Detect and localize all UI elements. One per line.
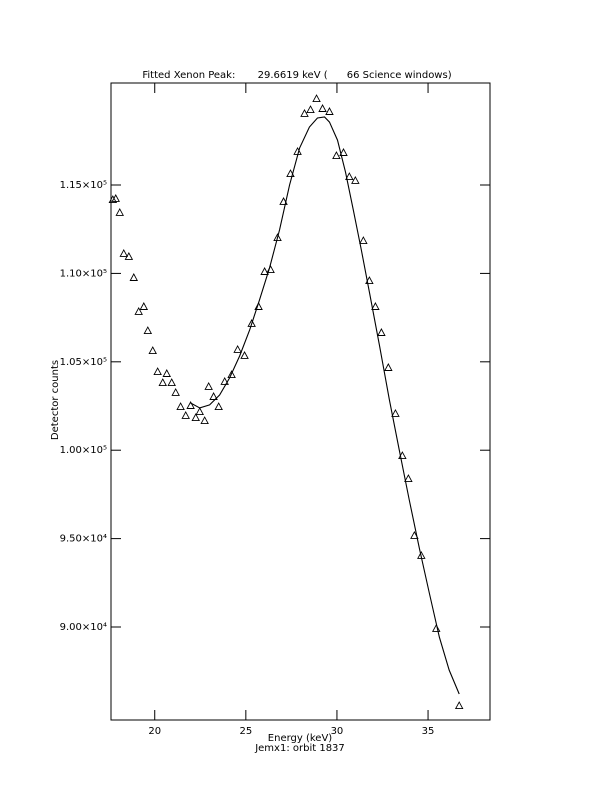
chart-title: Fitted Xenon Peak: 29.6619 keV ( 66 Scie… — [142, 70, 451, 81]
triangle-marker — [134, 307, 143, 315]
triangle-marker — [119, 249, 129, 257]
triangle-marker — [404, 474, 413, 482]
triangle-marker — [195, 407, 204, 415]
triangle-marker — [339, 148, 348, 156]
x-tick-label: 30 — [331, 726, 344, 737]
triangle-marker — [260, 267, 269, 275]
y-tick-label: 1.15×10⁵ — [60, 180, 107, 191]
triangle-marker — [209, 392, 218, 400]
triangle-marker — [306, 105, 315, 113]
triangle-marker — [115, 207, 124, 216]
triangle-marker — [454, 701, 464, 709]
x-tick-label: 35 — [422, 726, 435, 737]
triangle-marker — [254, 302, 263, 310]
triangle-marker — [227, 370, 236, 379]
triangle-marker — [186, 401, 195, 409]
fit-line — [190, 116, 460, 695]
subtitle: Jemx1: orbit 1837 — [254, 743, 345, 754]
triangle-marker — [220, 377, 229, 385]
triangle-marker — [233, 345, 242, 353]
triangle-marker — [191, 413, 200, 421]
triangle-marker — [371, 302, 380, 310]
triangle-marker — [214, 402, 223, 411]
plot-frame — [110, 82, 491, 721]
triangle-marker — [108, 195, 118, 203]
triangle-marker — [391, 409, 400, 417]
x-tick-label: 25 — [239, 726, 252, 737]
triangle-marker — [167, 378, 176, 386]
y-tick-label: 1.10×10⁵ — [60, 268, 107, 279]
y-axis-label: Detector counts — [50, 360, 61, 440]
y-tick-label: 1.05×10⁵ — [60, 357, 107, 368]
triangle-marker — [351, 175, 360, 184]
triangle-marker — [377, 328, 386, 336]
triangle-marker — [345, 172, 354, 181]
triangle-marker — [129, 273, 139, 281]
triangle-marker — [325, 107, 334, 115]
triangle-marker — [139, 302, 149, 310]
triangle-marker — [181, 410, 190, 419]
triangle-marker — [332, 151, 341, 159]
triangle-marker — [162, 369, 172, 377]
triangle-marker — [247, 319, 256, 327]
triangle-marker — [300, 108, 309, 117]
triangle-marker — [204, 381, 213, 390]
triangle-marker — [176, 402, 185, 411]
triangle-marker — [200, 416, 209, 424]
triangle-marker — [359, 236, 368, 245]
triangle-marker — [431, 623, 441, 632]
triangle-marker — [384, 363, 393, 371]
triangle-marker — [318, 104, 327, 112]
triangle-marker — [124, 252, 134, 260]
triangle-marker — [240, 351, 249, 359]
triangle-marker — [158, 378, 168, 386]
y-tick-label: 9.50×10⁴ — [60, 534, 107, 545]
x-axis-label: Energy (keV) — [268, 733, 333, 744]
triangle-marker — [148, 346, 157, 354]
triangle-marker — [143, 326, 153, 334]
y-tick-label: 1.00×10⁵ — [60, 445, 107, 456]
triangle-marker — [153, 367, 162, 376]
triangle-marker — [312, 94, 321, 103]
y-tick-label: 9.00×10⁴ — [60, 622, 107, 633]
triangle-marker — [279, 197, 288, 205]
x-tick-label: 20 — [148, 726, 161, 737]
triangle-marker — [171, 387, 180, 396]
triangle-marker — [111, 194, 120, 202]
triangle-marker — [273, 233, 282, 242]
